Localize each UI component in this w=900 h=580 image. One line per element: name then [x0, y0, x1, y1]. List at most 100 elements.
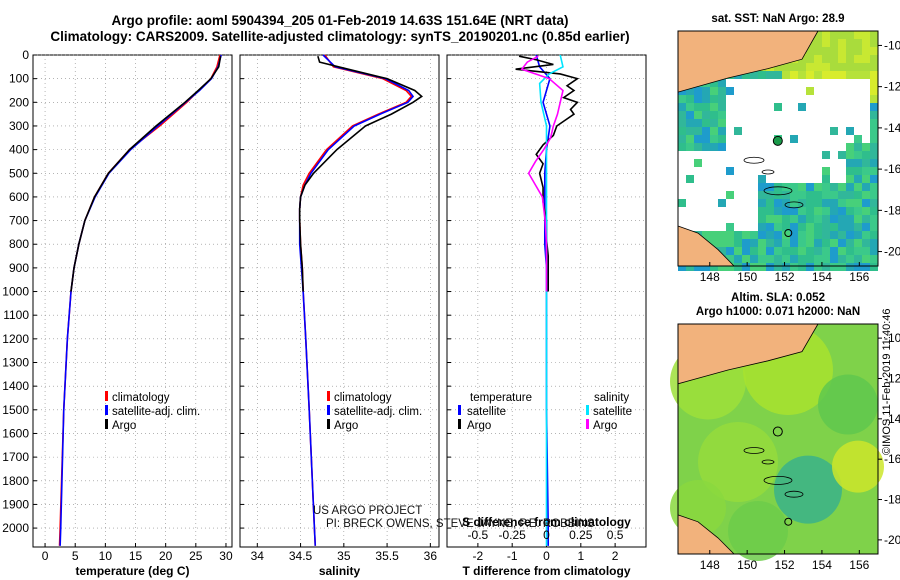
- sst-cell: [782, 199, 790, 207]
- sst-cell: [774, 239, 782, 247]
- sst-cell: [694, 239, 702, 247]
- figure-title-line2: Climatology: CARS2009. Satellite-adjuste…: [50, 29, 630, 44]
- sst-cell: [694, 71, 702, 79]
- difference-legend-salinity: salinity satellite Argo: [586, 391, 632, 433]
- sst-cell: [734, 39, 742, 47]
- sst-cell: [798, 239, 806, 247]
- depth-tick-label: 400: [9, 143, 29, 157]
- sst-cell: [758, 191, 766, 199]
- sst-cell: [686, 95, 694, 103]
- sst-cell: [678, 199, 686, 207]
- sst-cell: [694, 119, 702, 127]
- legend-swatch-black: [458, 419, 461, 429]
- sst-cell: [822, 167, 830, 175]
- sst-cell: [798, 55, 806, 63]
- sst-cell: [718, 39, 726, 47]
- sst-cell: [838, 55, 846, 63]
- sst-cell: [742, 63, 750, 71]
- sst-cell: [774, 231, 782, 239]
- sst-cell: [782, 39, 790, 47]
- x-tick-label: 0: [543, 549, 550, 563]
- sla-blob: [774, 455, 842, 524]
- sst-cell: [806, 239, 814, 247]
- sst-cell: [726, 39, 734, 47]
- sst-cell: [814, 191, 822, 199]
- sst-cell: [678, 231, 686, 239]
- legend-swatch-red: [327, 391, 330, 401]
- sst-cell: [830, 263, 838, 271]
- sst-cell: [710, 111, 718, 119]
- sst-cell: [846, 207, 854, 215]
- sst-cell: [718, 255, 726, 263]
- sst-cell: [734, 247, 742, 255]
- lon-tick-label: 148: [700, 270, 720, 284]
- sst-cell: [830, 127, 838, 135]
- sst-cell: [870, 135, 878, 143]
- sst-cell: [750, 255, 758, 263]
- sst-cell: [686, 47, 694, 55]
- sst-cell: [718, 103, 726, 111]
- sst-cell: [734, 31, 742, 39]
- sst-cell: [718, 31, 726, 39]
- x-tick-label: 35: [337, 549, 351, 563]
- sst-cell: [766, 183, 774, 191]
- sst-cell: [678, 239, 686, 247]
- sst-cell: [814, 71, 822, 79]
- sst-cell: [710, 143, 718, 151]
- sst-cell: [766, 39, 774, 47]
- sst-cell: [822, 247, 830, 255]
- sst-cell: [806, 255, 814, 263]
- credit-line1: US ARGO PROJECT: [313, 505, 423, 517]
- lon-tick-label: 154: [812, 558, 832, 572]
- x-tick-label: 34.5: [289, 549, 313, 563]
- sst-cell: [830, 247, 838, 255]
- x-tick-label: 1: [577, 549, 584, 563]
- sst-cell: [758, 263, 766, 271]
- sst-cell: [854, 183, 862, 191]
- sst-cell: [838, 31, 846, 39]
- x-tick-label: 10: [99, 549, 113, 563]
- sst-cell: [766, 199, 774, 207]
- sst-cell: [750, 231, 758, 239]
- depth-tick-label: 1400: [2, 379, 29, 393]
- x-axis-label: salinity: [319, 564, 361, 578]
- sst-cell: [838, 215, 846, 223]
- sst-cell: [798, 183, 806, 191]
- sst-cell: [710, 87, 718, 95]
- legend-header-temperature: temperature: [470, 392, 533, 404]
- sla-blob: [728, 501, 788, 561]
- sst-cell: [846, 167, 854, 175]
- legend-label-argo: Argo: [467, 420, 492, 432]
- sst-cell: [806, 39, 814, 47]
- x-tick-label: 20: [159, 549, 173, 563]
- sst-cell: [854, 215, 862, 223]
- sst-cell: [830, 207, 838, 215]
- legend-item-argo: Argo: [586, 419, 632, 433]
- legend-label-satellite: satellite: [593, 406, 632, 418]
- sst-cell: [734, 239, 742, 247]
- sst-cell: [870, 39, 878, 47]
- sst-cell: [694, 103, 702, 111]
- sst-cell: [750, 47, 758, 55]
- sla-map-title-line2: Argo h1000: 0.071 h2000: NaN: [695, 306, 861, 318]
- sst-cell: [718, 47, 726, 55]
- sst-cell: [790, 55, 798, 63]
- sst-cell: [718, 71, 726, 79]
- sst-cell: [870, 215, 878, 223]
- sst-cell: [814, 215, 822, 223]
- depth-tick-label: 1900: [2, 497, 29, 511]
- sst-cell: [830, 191, 838, 199]
- sst-cell: [694, 159, 702, 167]
- sst-cell: [742, 71, 750, 79]
- sst-cell: [790, 255, 798, 263]
- figure-title-line1: Argo profile: aoml 5904394_205 01-Feb-20…: [111, 13, 569, 28]
- sst-cell: [774, 135, 782, 143]
- sst-cell: [790, 231, 798, 239]
- depth-tick-label: 700: [9, 214, 29, 228]
- sst-cell: [678, 111, 686, 119]
- sst-cell: [686, 127, 694, 135]
- sst-cell: [718, 127, 726, 135]
- sst-cell: [710, 135, 718, 143]
- sst-cell: [838, 191, 846, 199]
- sst-cell: [678, 63, 686, 71]
